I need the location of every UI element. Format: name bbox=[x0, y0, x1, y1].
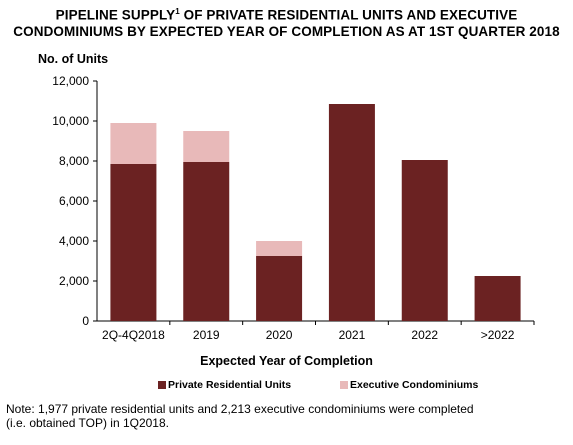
legend-swatch-private bbox=[158, 381, 166, 389]
y-tick-label: 0 bbox=[82, 314, 89, 328]
y-tick-label: 4,000 bbox=[59, 234, 89, 248]
x-tick-label: 2022 bbox=[411, 328, 438, 342]
bar-segment-ec bbox=[110, 123, 157, 164]
bar-segment-private bbox=[110, 164, 157, 321]
footnote-line-2: (i.e. obtained TOP) in 1Q2018. bbox=[6, 416, 169, 430]
x-tick-label: >2022 bbox=[481, 328, 515, 342]
bar-segment-ec bbox=[183, 131, 230, 162]
x-tick-label: 2020 bbox=[266, 328, 293, 342]
y-tick-label: 8,000 bbox=[59, 154, 89, 168]
legend-label-ec: Executive Condominiums bbox=[350, 379, 479, 391]
bar-segment-private bbox=[256, 256, 303, 321]
legend-label-private: Private Residential Units bbox=[168, 379, 292, 391]
chart-title-line-2: CONDOMINIUMS BY EXPECTED YEAR OF COMPLET… bbox=[13, 24, 560, 39]
legend-item-private: Private Residential Units bbox=[158, 379, 291, 391]
y-axis-label: No. of Units bbox=[38, 52, 109, 66]
x-tick-label: 2Q-4Q2018 bbox=[102, 328, 165, 342]
footnote: Note: 1,977 private residential units an… bbox=[6, 402, 566, 430]
x-tick-label: 2019 bbox=[193, 328, 220, 342]
bar-segment-private bbox=[328, 104, 375, 321]
y-tick-label: 2,000 bbox=[59, 274, 89, 288]
footnote-line-1: Note: 1,977 private residential units an… bbox=[6, 402, 474, 416]
legend-swatch-ec bbox=[340, 381, 348, 389]
bar-segment-ec bbox=[256, 241, 303, 256]
bar-segment-private bbox=[401, 160, 448, 321]
bar-segment-private bbox=[474, 276, 521, 321]
y-tick-label: 10,000 bbox=[52, 114, 89, 128]
y-tick-label: 12,000 bbox=[52, 74, 89, 88]
bar-segment-private bbox=[183, 162, 230, 321]
legend-item-ec: Executive Condominiums bbox=[340, 379, 478, 391]
x-axis-label: Expected Year of Completion bbox=[200, 354, 373, 368]
y-tick-label: 6,000 bbox=[59, 194, 89, 208]
x-tick-label: 2021 bbox=[339, 328, 366, 342]
chart-title-line-1: PIPELINE SUPPLY1 OF PRIVATE RESIDENTIAL … bbox=[55, 7, 518, 23]
